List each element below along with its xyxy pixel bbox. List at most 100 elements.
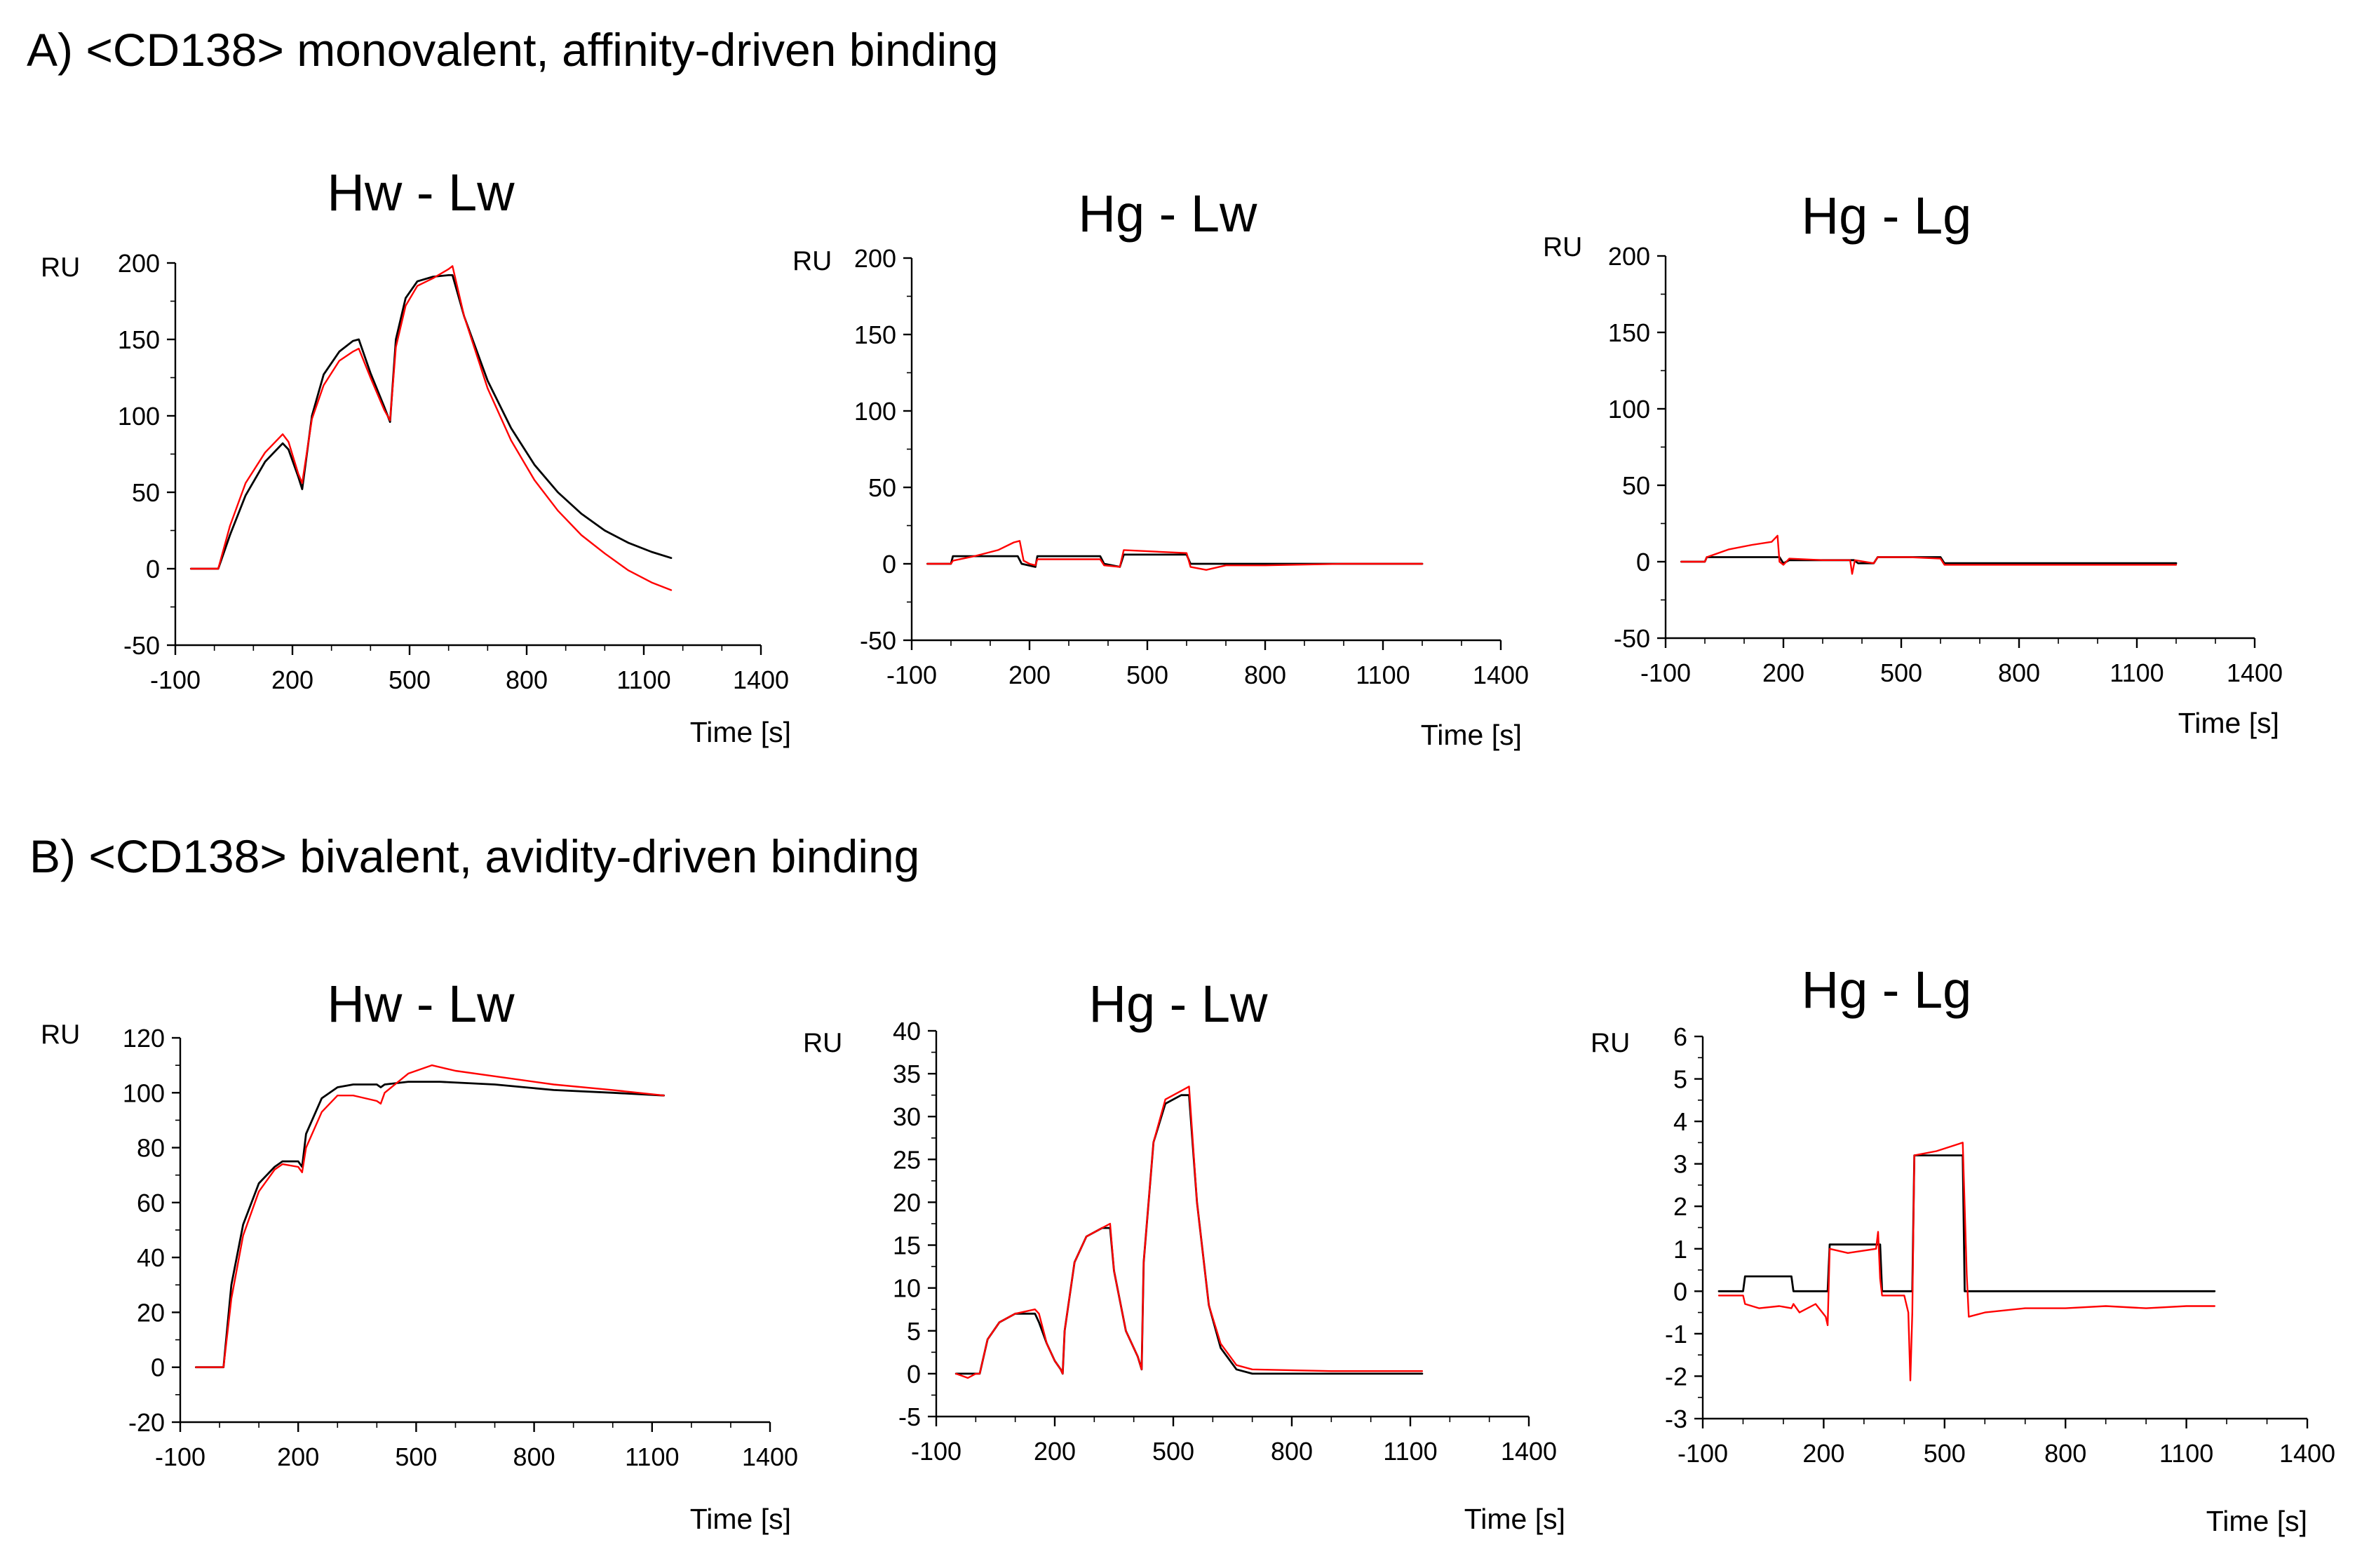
chart-a3: Hg - Lg RU Time [s] -50 0 50 100 150 200 -100 200 5… xyxy=(1543,187,2283,739)
y-axis-label: RU xyxy=(41,252,80,283)
x-tick-label: 500 xyxy=(1152,1437,1194,1466)
y-tick-label: -50 xyxy=(860,626,896,655)
x-tick-label: 500 xyxy=(1880,658,1922,687)
series-line-fit xyxy=(926,553,1424,568)
x-axis-label: Time [s] xyxy=(2206,1505,2307,1537)
y-tick-label: -5 xyxy=(898,1403,921,1431)
section-a-title: A) <CD138> monovalent, affinity-driven b… xyxy=(27,24,999,76)
x-tick-label: 1100 xyxy=(2159,1439,2213,1468)
series-line-measured xyxy=(1717,1142,2215,1381)
series-line-measured xyxy=(926,540,1424,571)
y-tick-label: 6 xyxy=(1673,1022,1687,1051)
y-axis-label: RU xyxy=(792,246,832,276)
series-line-measured xyxy=(1680,534,2178,575)
y-tick-label: 50 xyxy=(868,473,896,502)
chart-title: Hg - Lg xyxy=(1802,187,1972,245)
x-tick-label: 1100 xyxy=(1356,661,1410,689)
x-tick-label: 1100 xyxy=(1383,1437,1437,1466)
chart-title: Hg - Lg xyxy=(1802,961,1972,1019)
series-line-fit xyxy=(1717,1154,2216,1292)
x-tick-label: 200 xyxy=(1802,1439,1844,1468)
y-axis-label: RU xyxy=(1591,1028,1630,1058)
chart-title: Hg - Lw xyxy=(1089,975,1269,1033)
x-tick-label: -100 xyxy=(1678,1439,1728,1468)
chart-title: Hw - Lw xyxy=(327,975,515,1033)
y-tick-label: 20 xyxy=(137,1298,165,1327)
chart-title: Hg - Lw xyxy=(1079,184,1258,243)
x-axis-label: Time [s] xyxy=(690,716,791,748)
y-tick-label: 1 xyxy=(1673,1235,1687,1264)
y-tick-label: 4 xyxy=(1673,1107,1687,1136)
x-tick-label: 800 xyxy=(1244,661,1286,689)
y-tick-label: 0 xyxy=(1636,548,1650,576)
x-tick-label: 500 xyxy=(1126,661,1168,689)
y-tick-label: 3 xyxy=(1673,1150,1687,1179)
x-tick-label: 200 xyxy=(271,665,313,694)
x-tick-label: 1100 xyxy=(616,665,670,694)
series-line-fit xyxy=(195,1081,665,1369)
x-tick-label: 800 xyxy=(1998,658,2040,687)
y-tick-label: 0 xyxy=(907,1360,921,1388)
y-tick-label: 80 xyxy=(137,1134,165,1163)
y-tick-label: -20 xyxy=(128,1408,165,1437)
y-tick-label: 60 xyxy=(137,1189,165,1217)
x-axis-label: Time [s] xyxy=(1464,1503,1565,1535)
x-tick-label: 1100 xyxy=(2110,658,2164,687)
chart-a2: Hg - Lw RU Time [s] -50 0 50 100 150 200 -100 200 5… xyxy=(792,184,1529,751)
x-tick-label: -100 xyxy=(155,1442,205,1471)
chart-b3: Hg - Lg RU Time [s] -3 -2 -1 0 1 2 3 4 5 6 -100 200 500… xyxy=(1591,961,2335,1537)
x-tick-label: 500 xyxy=(395,1442,437,1471)
y-axis-label: RU xyxy=(803,1028,842,1058)
y-tick-label: 100 xyxy=(118,402,160,431)
y-tick-label: 25 xyxy=(893,1145,921,1174)
y-tick-label: 40 xyxy=(137,1243,165,1272)
y-tick-label: 0 xyxy=(1673,1277,1687,1306)
x-tick-label: 800 xyxy=(506,665,548,694)
y-tick-label: 5 xyxy=(907,1317,921,1346)
x-tick-label: 1400 xyxy=(1501,1437,1557,1466)
x-tick-label: 1400 xyxy=(742,1442,798,1471)
y-tick-label: 30 xyxy=(893,1102,921,1131)
y-tick-label: 100 xyxy=(1608,395,1650,424)
y-tick-label: 120 xyxy=(123,1024,165,1053)
x-tick-label: -100 xyxy=(150,665,201,694)
x-tick-label: 800 xyxy=(1271,1437,1313,1466)
x-tick-label: -100 xyxy=(911,1437,961,1466)
y-tick-label: 5 xyxy=(1673,1065,1687,1094)
y-tick-label: 200 xyxy=(854,244,896,273)
y-axis-label: RU xyxy=(1543,232,1582,262)
series-line-measured xyxy=(195,1064,665,1368)
y-tick-label: 100 xyxy=(854,397,896,426)
x-axis-label: Time [s] xyxy=(1421,719,1522,751)
x-tick-label: 800 xyxy=(513,1442,555,1471)
y-tick-label: 150 xyxy=(118,325,160,354)
y-tick-label: 50 xyxy=(1622,471,1650,500)
series-line-measured xyxy=(955,1086,1424,1379)
y-axis-label: RU xyxy=(41,1020,80,1050)
x-tick-label: 500 xyxy=(1924,1439,1966,1468)
x-tick-label: 200 xyxy=(1762,658,1804,687)
y-tick-label: 40 xyxy=(893,1017,921,1046)
x-tick-label: 800 xyxy=(2044,1439,2086,1468)
y-tick-label: -2 xyxy=(1665,1362,1687,1391)
chart-a1: Hw - Lw RU Time [s] -50 0 50 100 150 200 -100 200 5… xyxy=(41,163,791,748)
chart-b1: Hw - Lw RU Time [s] -20 0 20 40 60 80 100 120 -100 2… xyxy=(41,975,798,1535)
x-tick-label: 1400 xyxy=(2279,1439,2335,1468)
y-tick-label: 15 xyxy=(893,1231,921,1260)
x-tick-label: 1400 xyxy=(1473,661,1529,689)
x-tick-label: 1100 xyxy=(625,1442,679,1471)
x-tick-label: 200 xyxy=(1008,661,1051,689)
y-tick-label: 0 xyxy=(151,1353,165,1382)
section-b-title: B) <CD138> bivalent, avidity-driven bind… xyxy=(29,830,919,882)
y-tick-label: 35 xyxy=(893,1060,921,1088)
y-tick-label: -50 xyxy=(123,631,160,660)
x-tick-label: 500 xyxy=(389,665,431,694)
x-tick-label: 1400 xyxy=(733,665,789,694)
y-tick-label: 200 xyxy=(118,249,160,278)
y-tick-label: 200 xyxy=(1608,242,1650,271)
x-tick-label: 200 xyxy=(277,1442,319,1471)
y-tick-label: 10 xyxy=(893,1274,921,1303)
